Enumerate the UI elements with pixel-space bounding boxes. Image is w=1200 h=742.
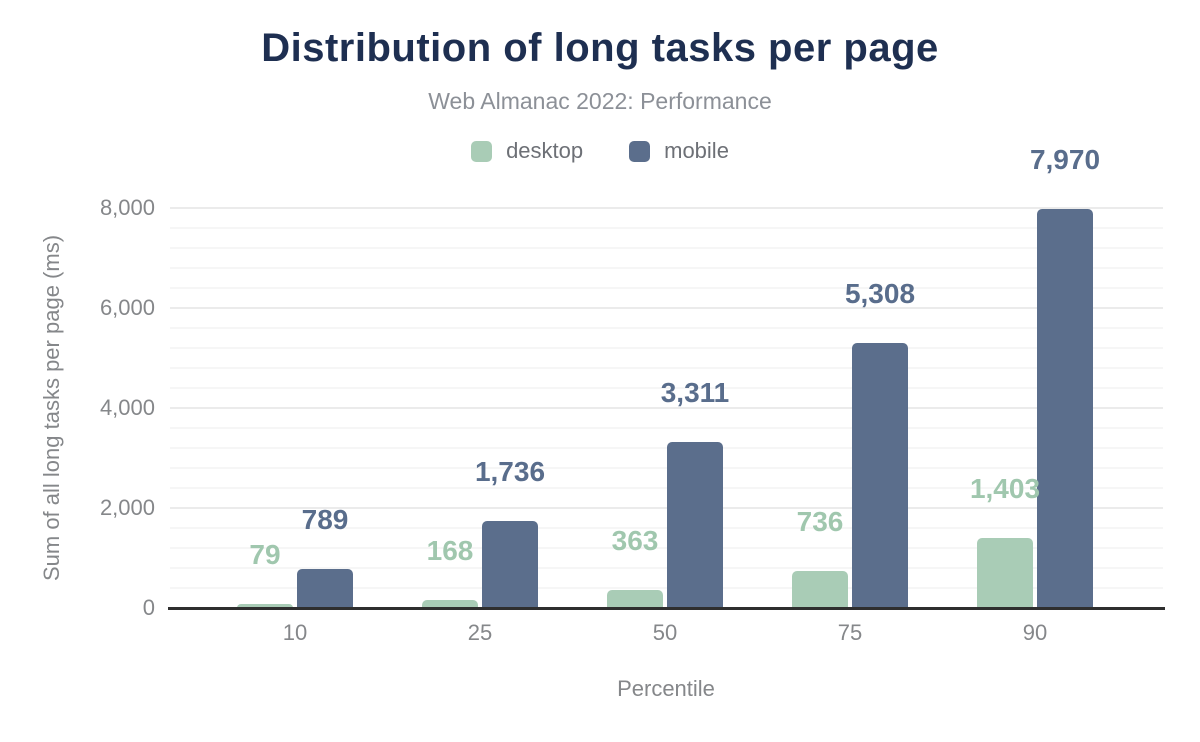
x-axis-tick-label: 50 [652, 620, 678, 645]
minor-gridline [170, 547, 1163, 549]
data-label-desktop-p50: 363 [611, 525, 659, 556]
legend-item-mobile: mobile [629, 138, 729, 164]
minor-gridline [170, 467, 1163, 469]
bar-desktop-p10 [237, 604, 293, 608]
chart-title: Distribution of long tasks per page [261, 26, 939, 70]
bar-mobile-p25 [482, 521, 538, 608]
minor-gridline [170, 267, 1163, 269]
minor-gridline [170, 527, 1163, 529]
minor-gridline [170, 247, 1163, 249]
x-axis-tick-label: 90 [1022, 620, 1048, 645]
data-label-desktop-p75: 736 [796, 506, 844, 537]
minor-gridline [170, 387, 1163, 389]
y-axis-tick-label: 2,000 [99, 495, 155, 520]
major-gridline [170, 307, 1163, 309]
minor-gridline [170, 427, 1163, 429]
legend-swatch-desktop [471, 140, 493, 162]
bar-mobile-p50 [667, 442, 723, 608]
bar-mobile-p10 [297, 569, 353, 608]
bar-desktop-p90 [977, 538, 1033, 608]
data-label-mobile-p25: 1,736 [474, 456, 546, 487]
minor-gridline [170, 347, 1163, 349]
x-axis-tick-label: 25 [467, 620, 493, 645]
data-label-desktop-p90: 1,403 [969, 473, 1041, 504]
legend: desktop mobile [0, 138, 1200, 164]
y-axis-tick-label: 8,000 [99, 195, 155, 220]
x-axis-title: Percentile [617, 676, 715, 701]
y-axis-tick-label: 6,000 [99, 295, 155, 320]
data-label-mobile-p10: 789 [301, 504, 349, 535]
major-gridline [170, 407, 1163, 409]
minor-gridline [170, 227, 1163, 229]
bar-desktop-p75 [792, 571, 848, 608]
minor-gridline [170, 447, 1163, 449]
minor-gridline [170, 587, 1163, 589]
minor-gridline [170, 327, 1163, 329]
minor-gridline [170, 487, 1163, 489]
legend-swatch-mobile [629, 140, 651, 162]
minor-gridline [170, 567, 1163, 569]
bar-mobile-p90 [1037, 209, 1093, 608]
data-label-mobile-p75: 5,308 [844, 278, 916, 309]
data-label-mobile-p90: 7,970 [1029, 144, 1101, 175]
data-label-desktop-p10: 79 [249, 539, 281, 570]
data-label-mobile-p50: 3,311 [660, 377, 730, 408]
bar-desktop-p50 [607, 590, 663, 608]
major-gridline [170, 507, 1163, 509]
data-label-desktop-p25: 168 [426, 535, 474, 566]
bar-mobile-p75 [852, 343, 908, 608]
x-axis-tick-label: 75 [837, 620, 863, 645]
y-axis-tick-label: 4,000 [99, 395, 155, 420]
x-axis-tick-label: 10 [282, 620, 308, 645]
legend-label-desktop: desktop [506, 138, 584, 163]
minor-gridline [170, 367, 1163, 369]
y-axis-tick-label: 0 [142, 595, 155, 620]
chart-subtitle: Web Almanac 2022: Performance [428, 88, 772, 114]
major-gridline [170, 207, 1163, 209]
bar-desktop-p25 [422, 600, 478, 608]
legend-item-desktop: desktop [471, 138, 583, 164]
legend-label-mobile: mobile [664, 138, 729, 163]
x-axis-line [168, 607, 1165, 610]
minor-gridline [170, 287, 1163, 289]
